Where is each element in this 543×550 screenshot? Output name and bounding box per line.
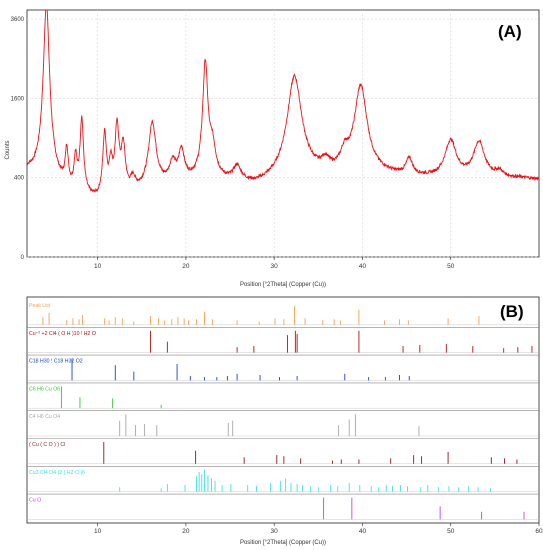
- reference-pattern-row: Peak List: [27, 303, 539, 325]
- panel-a-y-tick-label: 1600: [11, 96, 25, 102]
- panel-a-y-tick-label: 400: [14, 176, 25, 182]
- panel-b-x-tick-label: 10: [94, 528, 102, 535]
- reference-pattern-name: C6 H6 Cu O6: [29, 386, 60, 392]
- panel-a-x-tick-label: 10: [94, 263, 102, 270]
- reference-pattern-row: Cu3 Cl4 O4 )2 ( H2 O )6: [27, 465, 539, 492]
- panel-a-x-tick-label: 30: [271, 263, 279, 270]
- reference-pattern-name: Cu O: [29, 498, 41, 504]
- panel-a-plot-frame: [26, 9, 540, 258]
- reference-pattern-name: ( Cu ( C O ) ) Cl: [29, 442, 65, 448]
- reference-pattern-row: Cu O: [27, 493, 539, 520]
- panel-a-x-ticks: 10 20 30 40 50: [94, 257, 455, 270]
- panel-a-y-tick-label: 0: [21, 255, 25, 261]
- panel-a-xlabel: Position [°2Theta] (Copper (Cu)): [240, 282, 326, 288]
- reference-pattern-name: C4 H6 Cu O4: [29, 414, 60, 420]
- panel-a-label: (A): [498, 22, 522, 41]
- panel-a-y-ticks: 0 400 1600 3600: [11, 17, 25, 261]
- panel-a-x-tick-label: 40: [359, 263, 367, 270]
- panel-a-x-tick-label: 50: [447, 263, 455, 270]
- panel-a-grid: [27, 10, 539, 258]
- panel-a-line-chart: 0 400 1600 3600 10 20 30 40 50 (A) Counts Posit…: [5, 9, 540, 288]
- panel-b-x-tick-label: 60: [535, 528, 543, 535]
- panel-b-label: (B): [500, 302, 524, 321]
- reference-pattern-row: C18 H30 ! C18 H32 O2: [27, 354, 539, 381]
- reference-pattern-row: ( Cu ( C O ) ) Cl: [27, 438, 539, 464]
- panel-b-x-ticks: 10 20 30 40 50 60: [94, 523, 543, 535]
- panel-b-x-tick-label: 20: [182, 528, 190, 535]
- panel-a-ylabel: Counts: [5, 140, 11, 159]
- reference-pattern-row: Cu⁺² +2 Cl4 ( O H )10 ! H2 O: [27, 326, 539, 353]
- panel-b-x-tick-label: 30: [271, 528, 279, 535]
- reference-pattern-name: C18 H30 ! C18 H32 O2: [29, 359, 83, 365]
- panel-a-x-tick-label: 20: [182, 263, 190, 270]
- panel-a-series-line: [26, 9, 540, 193]
- reference-pattern-name: Cu3 Cl4 O4 )2 ( H2 O )6: [29, 470, 85, 476]
- reference-pattern-name: Cu⁺² +2 Cl4 ( O H )10 ! H2 O: [29, 331, 96, 337]
- reference-pattern-row: C4 H6 Cu O4: [27, 410, 539, 437]
- reference-pattern-name: Peak List: [29, 303, 51, 309]
- panel-b-reference-rows: Peak List Cu⁺² +2 Cl4 ( O H )10 ! H2 O C18…: [27, 303, 539, 520]
- panel-b-x-tick-label: 50: [447, 528, 455, 535]
- panel-b-xlabel: Position [°2Theta] (Copper (Cu)): [240, 540, 326, 546]
- panel-b-stick-patterns: Peak List Cu⁺² +2 Cl4 ( O H )10 ! H2 O C18…: [26, 296, 543, 546]
- reference-pattern-row: C6 H6 Cu O6: [27, 382, 539, 409]
- panel-b-plot-frame: [26, 296, 540, 524]
- panel-b-x-tick-label: 40: [359, 528, 367, 535]
- panel-a-y-tick-label: 3600: [11, 17, 25, 23]
